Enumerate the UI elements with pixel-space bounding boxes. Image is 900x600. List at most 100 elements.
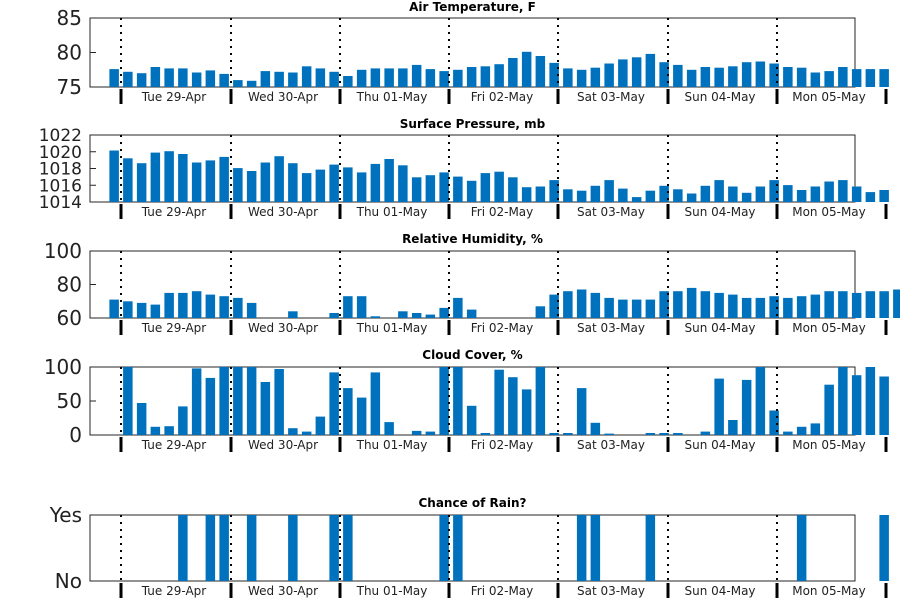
bar-5-24 xyxy=(439,515,449,581)
bar-3-43 xyxy=(700,291,711,318)
bar-4-20 xyxy=(384,422,394,435)
xtick-label-5-0: Tue 29-Apr xyxy=(141,584,206,598)
bar-1-6 xyxy=(191,72,202,87)
bar-3-24 xyxy=(439,307,449,318)
bar-3-21 xyxy=(398,311,408,318)
bar-2-50 xyxy=(796,190,807,202)
ytick-label-3-2: 100 xyxy=(44,239,82,263)
bar-1-53 xyxy=(838,67,848,87)
ytick-label-2-1: 1016 xyxy=(39,176,82,196)
bar-1-28 xyxy=(494,64,504,87)
ytick-label-2-4: 1022 xyxy=(39,126,82,146)
bar-2-25 xyxy=(453,176,463,202)
xtick-label-1-2: Thu 01-May xyxy=(356,90,428,104)
bar-1-14 xyxy=(301,66,312,87)
bar-1-43 xyxy=(700,67,711,87)
bar-5-17 xyxy=(343,515,353,581)
day-marker-1-5 xyxy=(666,89,670,104)
panel-title-1: Air Temperature, F xyxy=(409,0,536,14)
ytick-label-4-0: 0 xyxy=(69,423,82,447)
bar-4-5 xyxy=(178,406,188,435)
bar-4-4 xyxy=(164,426,174,435)
bar-2-48 xyxy=(769,180,779,202)
day-marker-1-2 xyxy=(338,89,342,104)
day-marker-5-7 xyxy=(884,583,888,598)
bar-4-12 xyxy=(274,369,284,435)
bar-4-52 xyxy=(824,384,834,435)
bar-4-43 xyxy=(700,431,711,435)
xtick-label-1-1: Wed 30-Apr xyxy=(248,90,318,104)
bar-4-45 xyxy=(728,420,738,435)
axes-box-5 xyxy=(89,514,856,582)
ytick-label-4-1: 50 xyxy=(57,389,82,413)
bar-2-22 xyxy=(411,177,422,202)
bar-3-25 xyxy=(453,297,463,318)
bar-1-44 xyxy=(714,67,724,87)
xtick-label-4-2: Thu 01-May xyxy=(356,438,428,452)
bar-2-24 xyxy=(439,172,449,202)
bar-2-13 xyxy=(288,163,298,202)
bar-3-16 xyxy=(329,313,339,318)
day-marker-2-6 xyxy=(775,204,779,219)
bar-1-13 xyxy=(288,72,298,87)
day-marker-3-5 xyxy=(666,320,670,335)
day-marker-5-4 xyxy=(556,583,560,598)
bar-3-17 xyxy=(343,296,353,318)
xtick-label-2-5: Sun 04-May xyxy=(684,205,755,219)
bar-2-52 xyxy=(824,181,834,202)
bar-1-33 xyxy=(563,68,573,87)
day-marker-4-5 xyxy=(666,437,670,452)
day-marker-1-1 xyxy=(229,89,233,104)
bar-3-49 xyxy=(783,297,793,318)
bar-1-35 xyxy=(590,67,601,87)
day-marker-4-3 xyxy=(447,437,451,452)
bar-1-50 xyxy=(796,67,807,87)
bar-5-5 xyxy=(178,515,188,581)
bar-1-55 xyxy=(865,69,876,87)
bar-5-25 xyxy=(453,515,463,581)
xtick-label-3-3: Fri 02-May xyxy=(471,321,534,335)
bar-1-37 xyxy=(618,59,628,87)
bar-2-8 xyxy=(219,156,229,202)
xtick-label-2-1: Wed 30-Apr xyxy=(248,205,318,219)
bar-1-45 xyxy=(728,66,738,87)
xtick-label-3-4: Sat 03-May xyxy=(577,321,645,335)
panel-title-2: Surface Pressure, mb xyxy=(400,117,546,131)
xtick-label-1-5: Sun 04-May xyxy=(684,90,755,104)
bar-2-6 xyxy=(191,162,202,202)
bar-4-56 xyxy=(879,376,889,435)
day-marker-1-0 xyxy=(119,89,123,104)
bar-3-6 xyxy=(191,291,202,318)
bar-2-37 xyxy=(618,188,628,202)
xtick-label-2-0: Tue 29-Apr xyxy=(141,205,206,219)
bar-1-34 xyxy=(576,69,587,88)
panel-title-3: Relative Humidity, % xyxy=(402,232,543,246)
day-marker-5-5 xyxy=(666,583,670,598)
xtick-label-5-4: Sat 03-May xyxy=(577,584,645,598)
bar-1-56 xyxy=(879,69,889,87)
bar-3-18 xyxy=(356,296,367,318)
day-marker-3-7 xyxy=(884,320,888,335)
bar-4-23 xyxy=(425,431,436,435)
bar-1-20 xyxy=(384,68,394,87)
bar-2-23 xyxy=(425,175,436,202)
bar-3-38 xyxy=(631,299,642,318)
bar-3-3 xyxy=(150,304,161,318)
bar-3-55 xyxy=(865,291,876,318)
bar-4-19 xyxy=(370,372,381,435)
bar-1-17 xyxy=(343,76,353,87)
bar-2-49 xyxy=(783,185,793,202)
xtick-label-4-3: Fri 02-May xyxy=(471,438,534,452)
bar-2-12 xyxy=(274,156,284,202)
bar-2-9 xyxy=(233,168,243,202)
bar-3-48 xyxy=(769,296,779,318)
bar-1-19 xyxy=(370,68,381,87)
day-marker-2-5 xyxy=(666,204,670,219)
bar-1-8 xyxy=(219,73,229,87)
bar-4-17 xyxy=(343,388,353,435)
bar-1-27 xyxy=(480,66,491,87)
day-marker-3-3 xyxy=(447,320,451,335)
bar-4-26 xyxy=(466,405,477,435)
bar-4-29 xyxy=(508,377,518,435)
bar-4-44 xyxy=(714,378,724,435)
